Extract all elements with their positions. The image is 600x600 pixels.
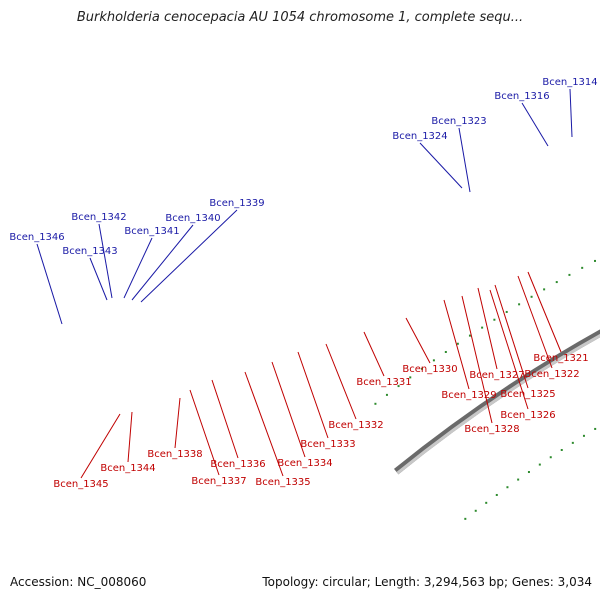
leader-line (443, 299, 470, 390)
leader-line (405, 317, 431, 364)
leader-line (80, 413, 121, 479)
leader-line (517, 275, 553, 369)
scale-dot (581, 266, 584, 269)
scale-dot (594, 427, 597, 430)
gene-label-reverse: Bcen_1329 (441, 390, 496, 401)
leader-line (489, 289, 529, 410)
gene-label-reverse: Bcen_1328 (464, 424, 519, 435)
gene-label-reverse: Bcen_1322 (524, 369, 579, 380)
gene-label-reverse: Bcen_1345 (53, 479, 108, 490)
scale-dot (432, 359, 435, 362)
leader-line (140, 209, 238, 303)
scale-dot (385, 393, 388, 396)
scale-dot (560, 448, 563, 451)
scale-dot (421, 367, 424, 370)
leader-line (271, 361, 306, 458)
scale-dot (506, 486, 509, 489)
leader-line (174, 397, 181, 449)
scale-dot (444, 350, 447, 353)
leader-line (461, 295, 493, 424)
scale-dot (517, 478, 520, 481)
gene-label-forward: Bcen_1343 (62, 246, 117, 257)
leader-line (127, 411, 133, 463)
gene-label-forward: Bcen_1323 (431, 116, 486, 127)
scale-dot (468, 334, 471, 337)
leader-line (189, 389, 220, 476)
scale-dot (464, 517, 467, 520)
gene-label-reverse: Bcen_1337 (191, 476, 246, 487)
scale-dot (374, 402, 377, 405)
scale-dot (543, 288, 546, 291)
scale-dot (568, 273, 571, 276)
gene-label-forward: Bcen_1324 (392, 131, 447, 142)
scale-dot (397, 385, 400, 388)
gene-labels: Bcen_1314 Bcen_1316 Bcen_1323 Bcen_1324 Bcen… (9, 77, 597, 490)
gene-label-reverse: Bcen_1330 (402, 364, 457, 375)
gene-label-reverse: Bcen_1327 (469, 370, 524, 381)
gene-label-forward: Bcen_1316 (494, 91, 549, 102)
scale-dot (538, 463, 541, 466)
gene-label-reverse: Bcen_1325 (500, 389, 555, 400)
scale-dot (456, 342, 459, 345)
scale-dot (527, 471, 530, 474)
leader-line (458, 127, 471, 193)
leader-line (569, 88, 573, 138)
leader-line (123, 237, 153, 299)
leader-line (521, 102, 549, 147)
gene-label-reverse: Bcen_1332 (328, 420, 383, 431)
leader-line (477, 287, 498, 370)
gene-label-reverse: Bcen_1335 (255, 477, 310, 488)
gene-label-reverse: Bcen_1338 (147, 449, 202, 460)
gene-label-forward: Bcen_1341 (124, 226, 179, 237)
scale-dot (474, 509, 477, 512)
gene-label-reverse: Bcen_1326 (500, 410, 555, 421)
gene-label-forward: Bcen_1339 (209, 198, 264, 209)
leader-line (131, 224, 194, 301)
scale-dot (549, 456, 552, 459)
scale-dot (481, 326, 484, 329)
gene-label-reverse: Bcen_1321 (533, 353, 588, 364)
topology-text: Topology: circular; Length: 3,294,563 bp… (262, 575, 592, 589)
leader-line (419, 142, 463, 189)
gene-label-forward: Bcen_1314 (542, 77, 597, 88)
scale-dot (582, 434, 585, 437)
scale-dot (555, 281, 558, 284)
scale-dot (530, 295, 533, 298)
gene-label-forward: Bcen_1340 (165, 213, 220, 224)
gene-label-reverse: Bcen_1333 (300, 439, 355, 450)
gene-label-reverse: Bcen_1344 (100, 463, 155, 474)
leader-line (527, 271, 562, 353)
leader-line (98, 223, 113, 299)
leader-line (325, 343, 357, 420)
leader-line (244, 371, 284, 477)
scale-dot (493, 318, 496, 321)
scale-dot (518, 303, 521, 306)
leader-line (211, 379, 239, 459)
scale-dot (409, 376, 412, 379)
gene-label-reverse: Bcen_1334 (277, 458, 332, 469)
scale-ring: 1450 kbp1455 kbp1460 kbp1465 kbp1470 kbp… (374, 259, 597, 520)
scale-dot (571, 441, 574, 444)
leader-line (363, 331, 385, 377)
map-title: Burkholderia cenocepacia AU 1054 chromos… (76, 10, 524, 25)
scale-dot (505, 310, 508, 313)
gene-label-forward: Bcen_1342 (71, 212, 126, 223)
gene-label-forward: Bcen_1346 (9, 232, 64, 243)
gene-label-reverse: Bcen_1331 (356, 377, 411, 388)
leader-line (36, 243, 63, 325)
scale-dot (594, 259, 597, 262)
accession-text: Accession: NC_008060 (10, 575, 147, 589)
leader-line (89, 257, 108, 301)
scale-dot (495, 493, 498, 496)
scale-dot (485, 501, 488, 504)
gene-label-reverse: Bcen_1336 (210, 459, 265, 470)
leader-line (297, 351, 329, 439)
leader-line (494, 284, 529, 389)
